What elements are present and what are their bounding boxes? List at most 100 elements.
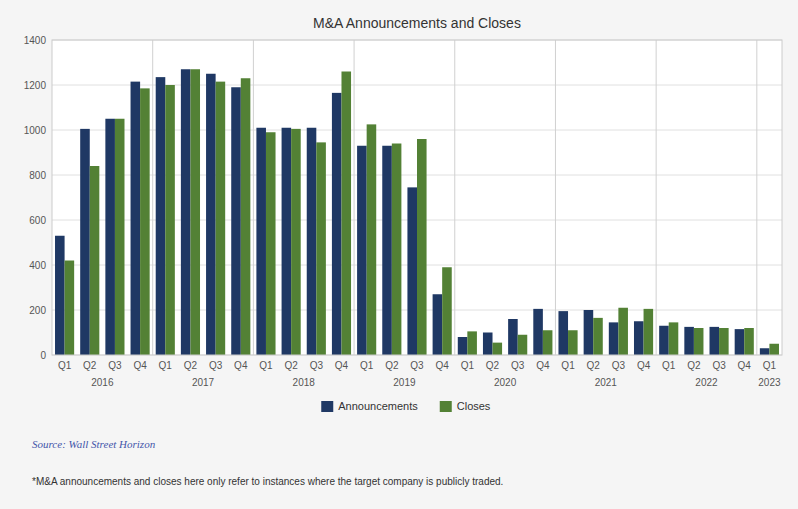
legend-swatch — [321, 401, 333, 412]
x-tick-label: Q4 — [133, 360, 147, 371]
legend: Announcements Closes — [321, 400, 491, 412]
source: Source: Wall Street Horizon — [32, 438, 156, 450]
y-tick-label: 800 — [29, 170, 46, 181]
x-tick-label: Q1 — [561, 360, 575, 371]
bar — [241, 78, 251, 355]
bar — [115, 119, 125, 355]
bar — [694, 328, 704, 355]
x-tick-label: Q3 — [612, 360, 626, 371]
legend-swatch — [440, 401, 452, 412]
year-label: 2016 — [91, 377, 114, 388]
x-tick-label: Q4 — [637, 360, 651, 371]
bar — [543, 330, 553, 355]
y-tick-label: 200 — [29, 305, 46, 316]
bar — [593, 318, 603, 355]
y-tick-label: 600 — [29, 215, 46, 226]
x-tick-label: Q4 — [536, 360, 550, 371]
bar — [442, 267, 452, 355]
year-label: 2023 — [758, 377, 781, 388]
bar — [65, 261, 75, 356]
x-tick-label: Q3 — [108, 360, 122, 371]
year-label: 2017 — [192, 377, 215, 388]
year-separator — [253, 40, 254, 355]
bar — [105, 119, 115, 355]
bar — [518, 335, 528, 355]
background — [0, 0, 798, 509]
bar — [266, 132, 276, 355]
x-tick-label: Q3 — [209, 360, 223, 371]
x-tick-label: Q3 — [511, 360, 525, 371]
y-tick-label: 400 — [29, 260, 46, 271]
year-separators — [153, 40, 757, 355]
x-tick-label: Q2 — [486, 360, 500, 371]
bar — [231, 87, 241, 355]
bar — [634, 321, 644, 355]
chart: M&A Announcements and Closes020040060080… — [0, 0, 798, 509]
bar — [156, 77, 166, 355]
bar — [493, 343, 503, 355]
bar — [744, 328, 754, 355]
year-separator — [454, 40, 455, 355]
x-tick-label: Q1 — [461, 360, 475, 371]
bar — [568, 330, 578, 355]
bar — [433, 294, 443, 355]
legend-label: Closes — [457, 400, 491, 412]
x-tick-label: Q4 — [234, 360, 248, 371]
bar — [80, 129, 90, 355]
x-tick-label: Q2 — [385, 360, 399, 371]
bar — [256, 128, 266, 355]
bar — [367, 124, 377, 355]
bar — [206, 74, 216, 355]
year-label: 2018 — [293, 377, 316, 388]
bar — [282, 128, 292, 355]
bar — [508, 319, 518, 355]
bar — [190, 69, 200, 355]
bar — [307, 128, 317, 355]
bar — [710, 327, 720, 355]
bar — [341, 72, 351, 356]
x-tick-label: Q1 — [159, 360, 173, 371]
y-tick-label: 1000 — [24, 125, 47, 136]
year-separator — [152, 40, 153, 355]
bar — [90, 166, 100, 355]
bar — [769, 344, 779, 355]
x-tick-label: Q2 — [587, 360, 601, 371]
bar — [735, 329, 745, 355]
x-tick-label: Q4 — [335, 360, 349, 371]
year-separator — [555, 40, 556, 355]
bar — [181, 69, 191, 355]
y-tick-label: 1400 — [24, 35, 47, 46]
bar — [719, 328, 729, 355]
bar — [618, 308, 628, 355]
bar — [291, 129, 301, 355]
x-tick-label: Q3 — [310, 360, 324, 371]
bar — [357, 146, 367, 355]
bar — [659, 326, 669, 355]
bar — [483, 333, 493, 356]
title: M&A Announcements and Closes — [313, 15, 521, 31]
x-tick-label: Q2 — [284, 360, 298, 371]
bar — [316, 142, 326, 355]
bar — [533, 309, 543, 355]
legend-label: Announcements — [338, 400, 418, 412]
y-grid — [52, 40, 782, 355]
year-label: 2019 — [393, 377, 416, 388]
x-tick-label: Q1 — [58, 360, 72, 371]
year-separator — [756, 40, 757, 355]
x-tick-label: Q3 — [410, 360, 424, 371]
bar — [165, 85, 175, 355]
bar — [458, 337, 468, 355]
y-tick-label: 1200 — [24, 80, 47, 91]
bars — [55, 69, 779, 355]
x-tick-label: Q4 — [738, 360, 752, 371]
x-tick-label: Q1 — [763, 360, 777, 371]
plot-frame — [52, 40, 782, 355]
bar — [644, 309, 654, 355]
x-tick-label: Q2 — [184, 360, 198, 371]
x-tick-label: Q2 — [83, 360, 97, 371]
bar — [140, 88, 150, 355]
footnote: *M&A announcements and closes here only … — [32, 476, 503, 487]
bar — [609, 322, 619, 355]
bar — [669, 322, 679, 355]
bar — [392, 144, 402, 356]
